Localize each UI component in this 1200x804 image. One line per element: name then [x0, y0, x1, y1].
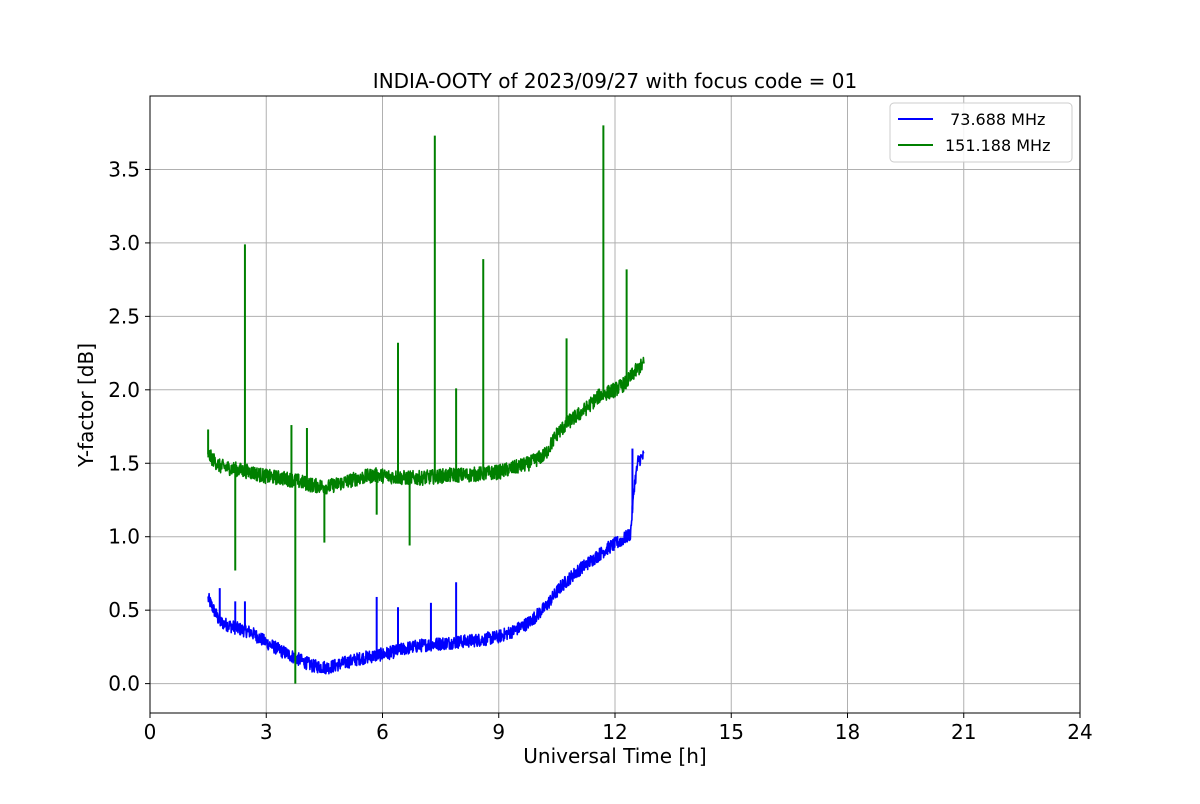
y-tick-label: 1.5 [108, 451, 140, 475]
legend-label-151-188-mhz: 151.188 MHz [945, 136, 1050, 155]
x-tick-label: 24 [1067, 720, 1092, 744]
x-tick-label: 18 [835, 720, 860, 744]
x-tick-label: 12 [602, 720, 627, 744]
x-axis-title: Universal Time [h] [523, 744, 706, 768]
y-tick-label: 2.5 [108, 304, 140, 328]
chart-title: INDIA-OOTY of 2023/09/27 with focus code… [373, 69, 857, 93]
legend-label-73-688-mhz: 73.688 MHz [945, 110, 1045, 129]
series-line-151-188-mhz [207, 356, 645, 495]
y-axis-title: Y-factor [dB] [74, 343, 98, 468]
x-tick-label: 15 [719, 720, 744, 744]
y-tick-label: 1.0 [108, 525, 140, 549]
y-tick-label: 0.5 [108, 598, 140, 622]
y-tick-label: 3.0 [108, 231, 140, 255]
x-tick-label: 6 [376, 720, 389, 744]
y-tick-label: 2.0 [108, 378, 140, 402]
axes-ticks: 0 3 6 9 12 15 18 21 24 0.0 0.5 1.0 1.5 2.0 2.5 3.0 3.5 [108, 157, 1093, 744]
y-tick-label: 3.5 [108, 157, 140, 181]
y-tick-label: 0.0 [108, 672, 140, 696]
x-tick-label: 3 [260, 720, 273, 744]
x-tick-label: 21 [951, 720, 976, 744]
series-layer [207, 125, 645, 684]
series-line-73-688-mhz [207, 450, 645, 675]
legend: 73.688 MHz 151.188 MHz [889, 102, 1073, 163]
legend-box [889, 102, 1073, 163]
x-tick-label: 9 [492, 720, 505, 744]
x-tick-label: 0 [144, 720, 157, 744]
